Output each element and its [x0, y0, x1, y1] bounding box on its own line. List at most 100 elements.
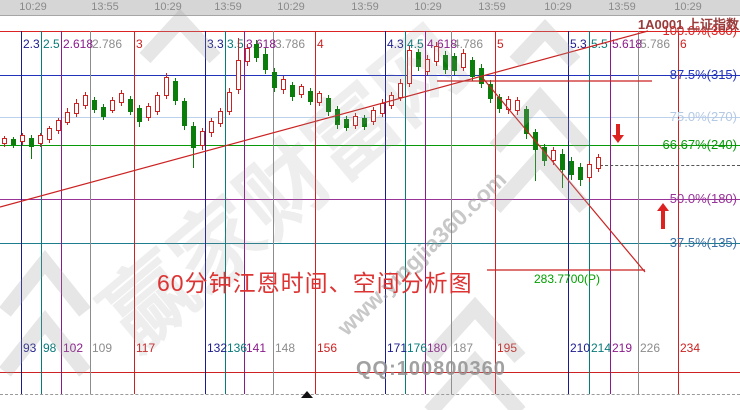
up-arrow-icon — [661, 211, 665, 229]
candle — [128, 99, 133, 112]
candle — [506, 99, 511, 110]
candle — [29, 138, 34, 147]
gann-bottom-label: 187 — [453, 341, 474, 355]
gann-vertical-line — [385, 31, 386, 394]
gann-top-label: 6 — [680, 37, 687, 51]
gann-bottom-label: 109 — [92, 341, 113, 355]
candle — [578, 167, 583, 180]
candle — [83, 95, 88, 106]
gann-vertical-line — [315, 31, 316, 394]
symbol-title: 1A0001 上证指数 — [637, 17, 739, 32]
candle — [488, 84, 493, 99]
gann-vertical-line — [21, 31, 22, 394]
gann-bottom-label: 136 — [227, 341, 248, 355]
gann-vertical-line — [90, 31, 91, 394]
gann-top-label: 5.5 — [591, 37, 608, 51]
candle — [200, 131, 205, 146]
time-label: 10:29 — [154, 1, 182, 13]
gann-top-label: 3.5 — [227, 37, 244, 51]
candle — [182, 101, 187, 126]
time-label: 10:29 — [544, 1, 572, 13]
candle — [569, 161, 574, 175]
gann-bottom-label: 102 — [63, 341, 84, 355]
candle — [110, 100, 115, 111]
time-label: 13:59 — [351, 1, 379, 13]
candle — [146, 106, 151, 118]
gann-vertical-line — [205, 31, 206, 394]
candle — [155, 95, 160, 112]
gann-bottom-label: 195 — [497, 341, 518, 355]
gann-bottom-label: 219 — [612, 341, 633, 355]
gann-bottom-label: 226 — [640, 341, 661, 355]
candle — [263, 54, 268, 70]
up-arrow-icon — [657, 203, 669, 211]
gann-top-label: 3.786 — [275, 37, 306, 51]
candle — [92, 100, 97, 110]
gann-top-label: 4.786 — [453, 37, 484, 51]
gann-bottom-label: 117 — [136, 341, 156, 355]
time-label: 13:59 — [214, 1, 242, 13]
percent-gridline — [0, 243, 740, 244]
gann-top-label: 5.618 — [612, 37, 643, 51]
gann-top-label: 3.3 — [207, 37, 224, 51]
percent-label: 87.5%(315) — [669, 67, 737, 82]
candle — [533, 132, 538, 150]
percent-label: 75.0%(270) — [669, 109, 737, 124]
gann-top-label: 2.786 — [92, 37, 123, 51]
gann-bottom-label: 148 — [275, 341, 296, 355]
gann-vertical-line — [589, 31, 590, 394]
candle — [11, 139, 16, 145]
candle — [38, 135, 43, 144]
percent-label: 37.5%(135) — [669, 235, 737, 250]
gann-vertical-line — [244, 31, 245, 394]
gann-top-label: 2.618 — [63, 37, 94, 51]
gann-vertical-line — [41, 31, 42, 394]
candle — [245, 48, 250, 62]
gann-bottom-label: 214 — [591, 341, 612, 355]
gann-vertical-line — [568, 31, 569, 394]
candle — [272, 72, 277, 88]
watermark-chevron — [0, 249, 91, 317]
gann-top-label: 2.3 — [23, 37, 40, 51]
gann-bottom-label: 93 — [23, 341, 37, 355]
candle — [173, 81, 178, 101]
time-label: 13:59 — [608, 1, 636, 13]
time-label: 10:29 — [19, 1, 47, 13]
gann-vertical-line — [678, 31, 679, 394]
gann-bottom-label: 234 — [680, 341, 701, 355]
gann-top-label: 2.5 — [43, 37, 60, 51]
candle — [218, 111, 223, 124]
zero-baseline — [0, 372, 740, 373]
gann-vertical-line — [61, 31, 62, 394]
gann-vertical-line — [451, 31, 452, 394]
gann-vertical-line — [273, 31, 274, 394]
time-axis-bar: 10:29 13:55 10:29 13:59 10:29 13:59 10:29 13:59… — [0, 0, 740, 16]
time-label: 13:55 — [91, 1, 119, 13]
candle — [137, 108, 142, 122]
time-label: 10:29 — [277, 1, 305, 13]
gann-vertical-line — [134, 31, 135, 394]
percent-label: 66.67%(240) — [662, 137, 737, 152]
candle — [227, 92, 232, 112]
chart-title: 60分钟江恩时间、空间分析图 — [157, 270, 473, 296]
gann-top-label: 5 — [497, 37, 504, 51]
time-label: 13:59 — [478, 1, 506, 13]
percent-label: 50.0%(180) — [669, 191, 737, 206]
time-label: 10:29 — [674, 1, 702, 13]
qq-contact-text: QQ:100800360 — [356, 358, 506, 380]
gann-vertical-line — [405, 31, 406, 394]
gann-bottom-label: 156 — [317, 341, 338, 355]
candle — [281, 79, 286, 90]
candle — [236, 60, 241, 90]
candle — [560, 154, 565, 170]
pivot-price-label: 283.7700(P) — [534, 272, 601, 286]
percent-gridline — [0, 199, 740, 200]
gann-vertical-line — [495, 31, 496, 394]
candle — [524, 109, 529, 134]
candle — [56, 120, 61, 131]
gann-bottom-label: 132 — [207, 341, 228, 355]
candle — [164, 77, 169, 96]
dashed-level-line — [600, 165, 740, 166]
candle — [515, 100, 520, 111]
